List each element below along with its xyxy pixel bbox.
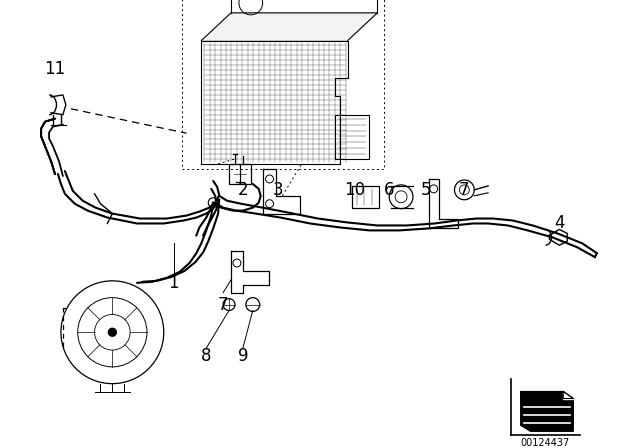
Circle shape <box>108 328 116 336</box>
Polygon shape <box>202 13 378 40</box>
Text: 5: 5 <box>420 181 431 199</box>
Text: 7: 7 <box>218 296 228 314</box>
Text: 4: 4 <box>554 215 564 233</box>
Text: 11: 11 <box>44 60 66 78</box>
Text: 2: 2 <box>237 181 248 199</box>
Text: 1: 1 <box>168 274 179 292</box>
Text: 00124437: 00124437 <box>521 438 570 448</box>
Text: 3: 3 <box>273 181 284 199</box>
Polygon shape <box>563 392 573 399</box>
Polygon shape <box>521 392 573 431</box>
Text: 7: 7 <box>458 181 468 199</box>
Text: 8: 8 <box>201 347 212 365</box>
Text: 9: 9 <box>237 347 248 365</box>
Text: 10: 10 <box>344 181 365 199</box>
Text: 6: 6 <box>384 181 394 199</box>
Circle shape <box>208 198 218 208</box>
